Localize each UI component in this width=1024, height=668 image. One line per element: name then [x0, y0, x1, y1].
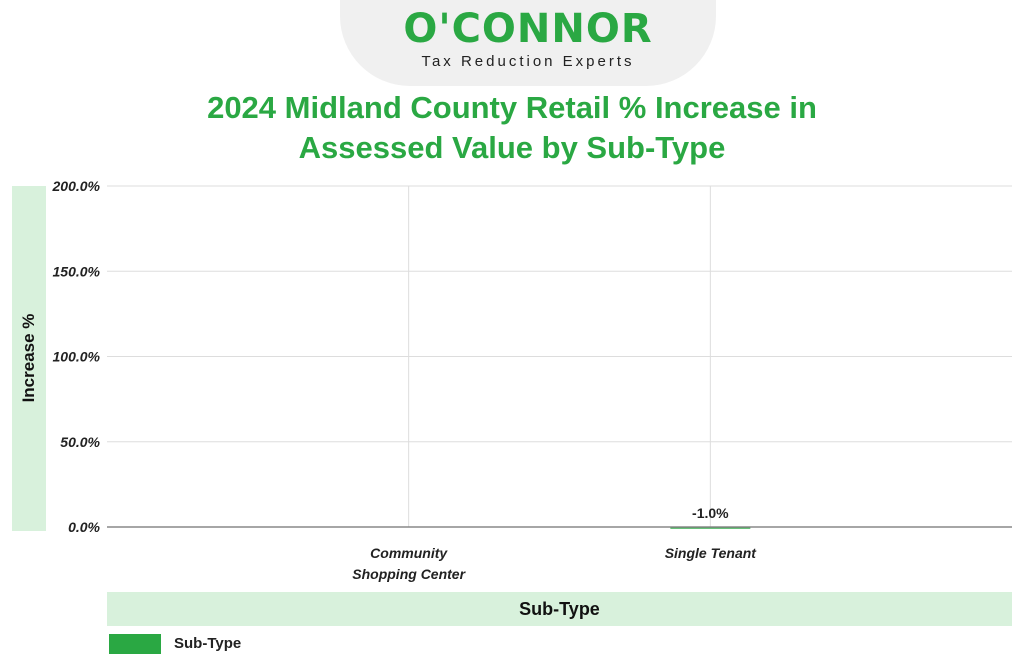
chart-plot: 0.0% 50.0% 100.0% 150.0% 200.0% Community Shop…	[52, 178, 1012, 582]
legend-label: Sub-Type	[174, 635, 242, 652]
y-tick-label: 100.0%	[53, 349, 101, 365]
x-tick-label: Community	[370, 545, 448, 561]
logo-tagline: Tax Reduction Experts	[421, 53, 635, 70]
y-axis-label-band	[12, 186, 46, 531]
x-axis-title: Sub-Type	[107, 592, 1012, 626]
chart-title-line-1: 2024 Midland County Retail % Increase in	[207, 90, 817, 125]
bar-value-label: -1.0%	[692, 505, 729, 521]
logo-background	[340, 0, 716, 86]
chart-title: 2024 Midland County Retail % Increase in…	[0, 88, 1024, 168]
x-tick-label: Single Tenant	[665, 545, 758, 561]
y-tick-label: 200.0%	[52, 178, 101, 194]
y-tick-label: 0.0%	[68, 519, 100, 535]
chart-title-line-2: Assessed Value by Sub-Type	[298, 130, 726, 165]
y-tick-label: 50.0%	[60, 434, 100, 450]
x-tick-label: Shopping Center	[352, 566, 466, 582]
logo-wordmark: O'CONNOR	[403, 6, 653, 52]
legend-swatch	[109, 634, 161, 654]
bar	[670, 527, 751, 529]
y-tick-label: 150.0%	[53, 263, 101, 279]
